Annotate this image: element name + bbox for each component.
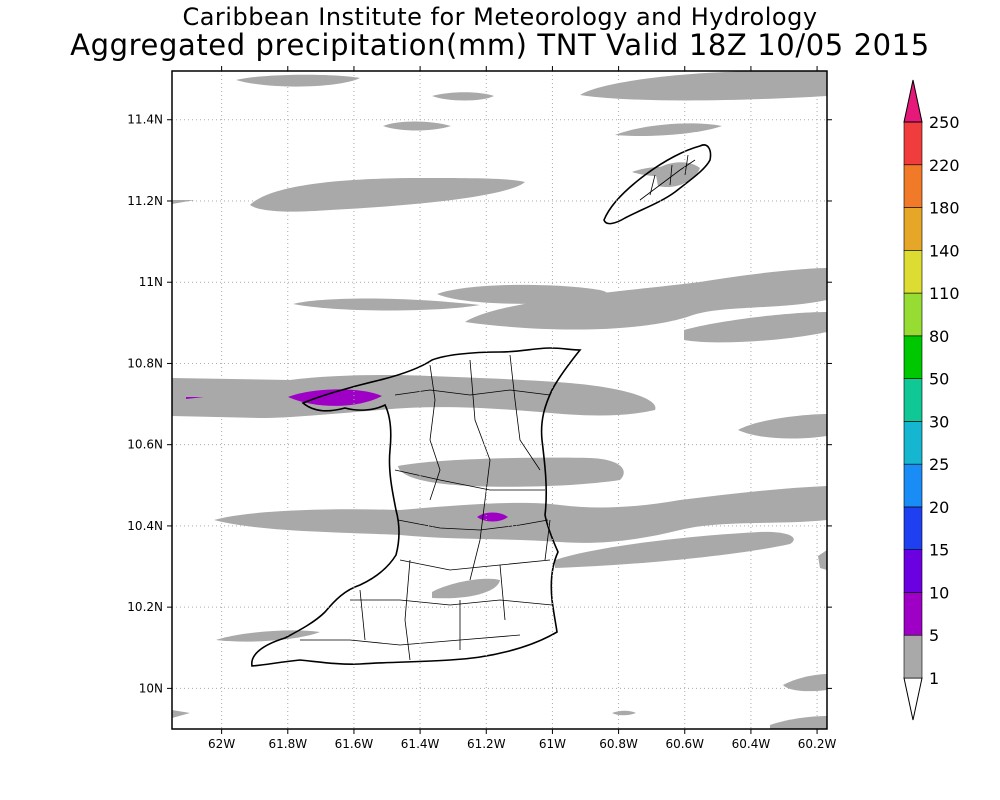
plot-frame	[171, 70, 828, 730]
x-tick-label: 60.6W	[665, 737, 704, 751]
colorbar-swatch	[903, 121, 923, 166]
precip-area-5mm	[477, 512, 508, 522]
tobago-coastline	[603, 144, 712, 225]
precip-area	[738, 414, 827, 439]
colorbar-label: 180	[929, 199, 960, 218]
colorbar-label: 1	[929, 669, 939, 688]
x-tick-label: 61.6W	[335, 737, 374, 751]
y-tick-label: 10.6N	[127, 438, 163, 452]
colorbar-swatch	[903, 634, 923, 679]
precipitation-shading	[172, 71, 827, 729]
colorbar-swatch	[903, 292, 923, 337]
y-tick-label: 10.2N	[127, 600, 163, 614]
precip-area	[172, 200, 195, 204]
colorbar-label: 20	[929, 498, 949, 517]
colorbar-swatch	[903, 250, 923, 294]
colorbar-swatch	[903, 506, 923, 550]
colorbar-label: 10	[929, 583, 949, 602]
x-tick-label: 60.8W	[599, 737, 638, 751]
precip-area	[615, 123, 722, 136]
colorbar-upper-triangle	[903, 79, 923, 123]
chart-subtitle: Aggregated precipitation(mm) TNT Valid 1…	[70, 28, 930, 62]
y-tick-label: 10.8N	[127, 356, 163, 370]
colorbar-label: 25	[929, 455, 949, 474]
precip-area	[214, 486, 827, 543]
precip-area-5mm	[288, 389, 382, 406]
colorbar-label: 80	[929, 327, 949, 346]
y-tick-label: 10N	[139, 681, 163, 695]
colorbar-lower-triangle	[903, 677, 923, 721]
x-tick-label: 60.4W	[732, 737, 771, 751]
colorbar-label: 50	[929, 370, 949, 389]
trinidad-coastline	[251, 347, 582, 667]
colorbar-label: 15	[929, 541, 949, 560]
colorbar-swatch	[903, 463, 923, 508]
colorbar-swatch	[903, 335, 923, 379]
precip-area	[580, 71, 827, 101]
colorbar-label: 140	[929, 241, 960, 260]
precip-area	[383, 121, 451, 131]
y-tick-label: 11.4N	[127, 113, 163, 127]
x-tick-label: 61W	[539, 737, 566, 751]
chart-title: Caribbean Institute for Meteorology and …	[182, 3, 818, 31]
colorbar-label: 220	[929, 156, 960, 175]
precip-area-5mm	[186, 397, 204, 399]
colorbar-swatch	[903, 164, 923, 208]
precip-area	[432, 92, 494, 101]
coastlines	[251, 144, 712, 667]
colorbar-swatch	[903, 421, 923, 465]
precip-area	[172, 375, 656, 418]
precip-area	[770, 716, 827, 729]
colorbar-swatch	[903, 549, 923, 593]
y-tick-label: 11.2N	[127, 194, 163, 208]
colorbar-label: 250	[929, 113, 960, 132]
precip-area	[465, 268, 827, 330]
x-tick-label: 60.2W	[798, 737, 837, 751]
county-boundaries	[300, 154, 696, 661]
precip-area	[293, 298, 480, 311]
y-tick-label: 10.4N	[127, 519, 163, 533]
colorbar-swatch	[903, 378, 923, 422]
precip-area	[236, 74, 360, 87]
x-tick-label: 61.4W	[401, 737, 440, 751]
precip-area	[818, 550, 827, 570]
x-tick-label: 62W	[208, 737, 235, 751]
colorbar-label: 110	[929, 284, 960, 303]
axes: 62W 61.8W 61.6W 61.4W 61.2W 61W 60.8W 60.6W 60.4…	[127, 66, 836, 751]
precip-area	[432, 578, 500, 599]
grid-lines	[172, 71, 827, 729]
precip-area	[555, 531, 794, 568]
x-tick-label: 61.8W	[268, 737, 307, 751]
precip-area	[398, 457, 624, 487]
precip-area	[612, 710, 636, 716]
colorbar-label: 30	[929, 412, 949, 431]
colorbar-label: 5	[929, 626, 939, 645]
x-tick-label: 61.2W	[467, 737, 506, 751]
precip-area	[684, 312, 827, 343]
colorbar-swatch	[903, 592, 923, 636]
precip-area	[250, 178, 525, 212]
y-tick-label: 11N	[139, 275, 163, 289]
colorbar-swatch	[903, 207, 923, 251]
precip-area	[172, 710, 190, 718]
precip-area	[783, 674, 827, 692]
